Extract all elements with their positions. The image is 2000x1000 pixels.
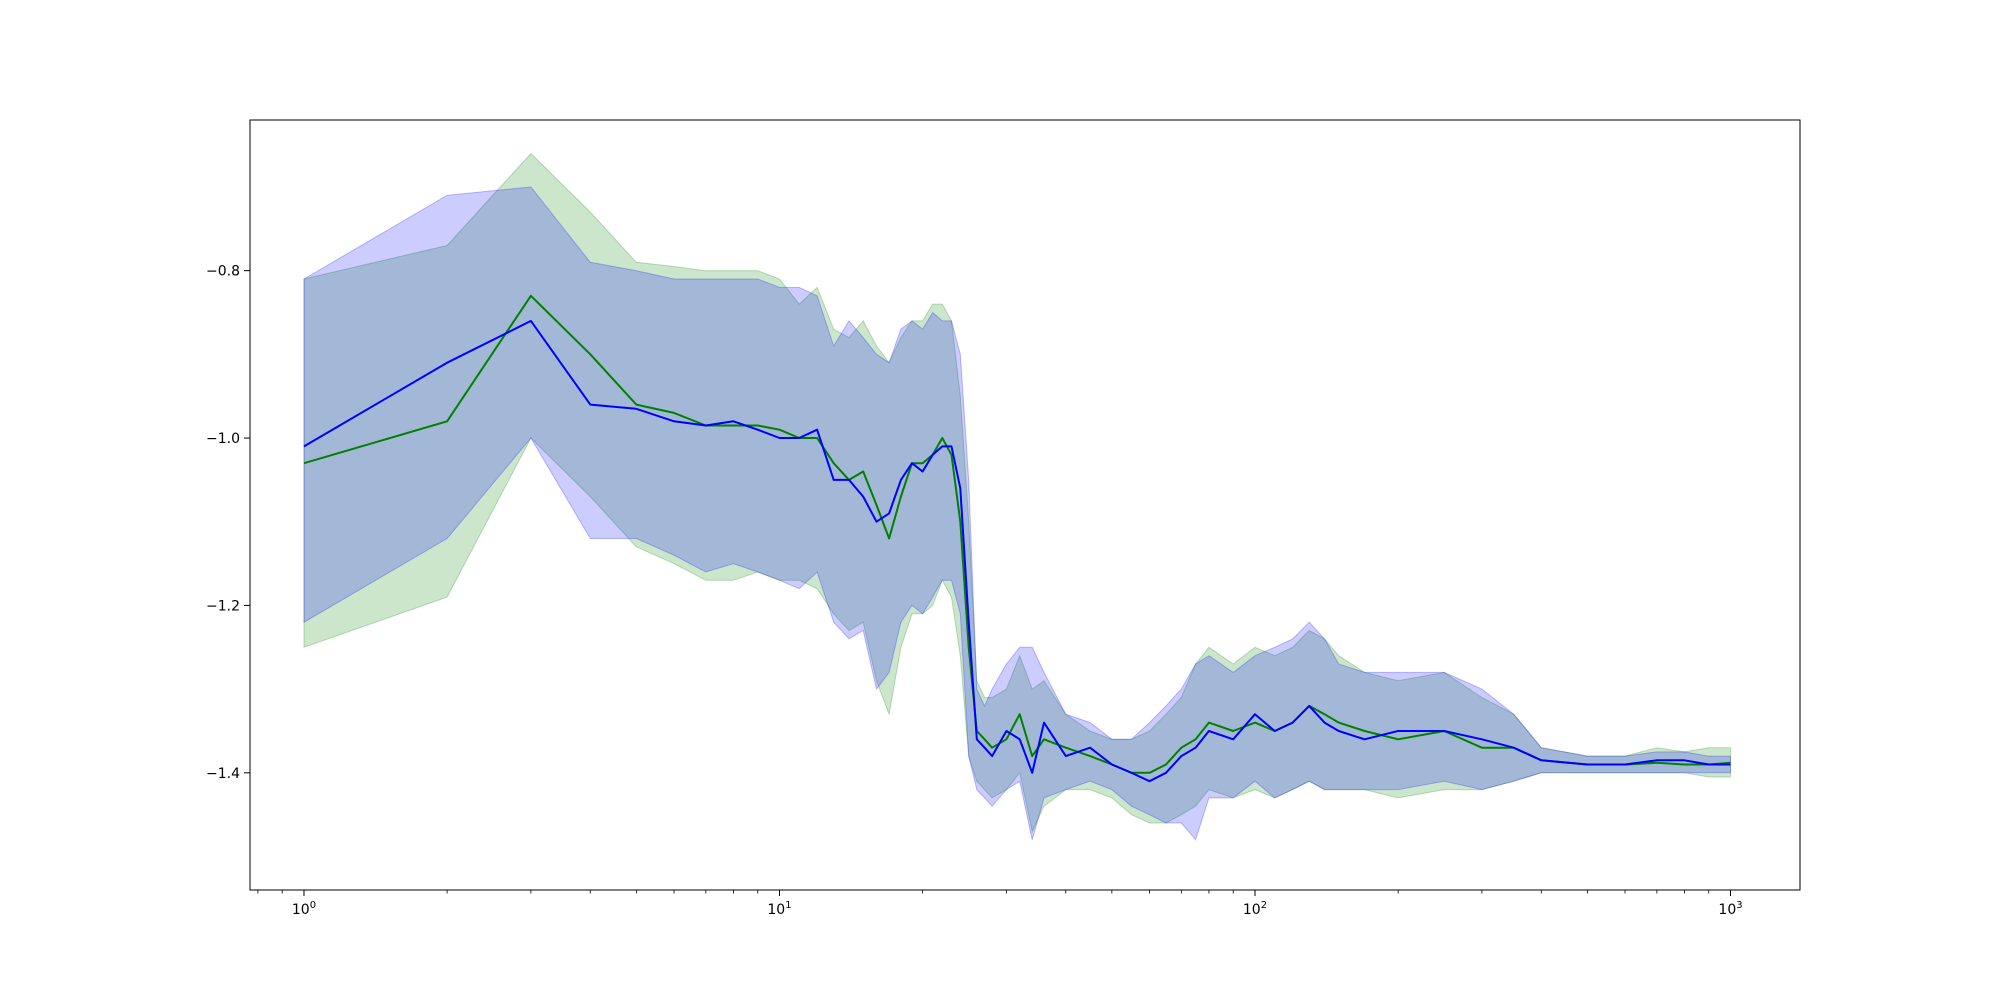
y-tick-label: −1.0 <box>206 431 240 447</box>
series-lines <box>303 294 1731 783</box>
series-1-band <box>303 152 1731 833</box>
x-axis: 100 101 102 103 <box>257 890 1743 918</box>
y-tick-label: −1.2 <box>206 598 240 614</box>
series-1-line <box>303 294 1731 774</box>
confidence-bands <box>303 152 1731 841</box>
x-tick-label: 103 <box>1718 900 1742 918</box>
x-tick-label: 101 <box>767 900 791 918</box>
series-2-line <box>303 319 1731 783</box>
y-axis: −1.4 −1.2 −1.0 −0.8 <box>206 264 250 782</box>
series-2-band <box>303 186 1731 841</box>
plot-frame <box>249 119 1801 891</box>
y-tick-label: −0.8 <box>206 264 240 280</box>
x-tick-label: 100 <box>292 900 316 918</box>
y-tick-label: −1.4 <box>206 766 240 782</box>
x-tick-label: 102 <box>1243 900 1267 918</box>
